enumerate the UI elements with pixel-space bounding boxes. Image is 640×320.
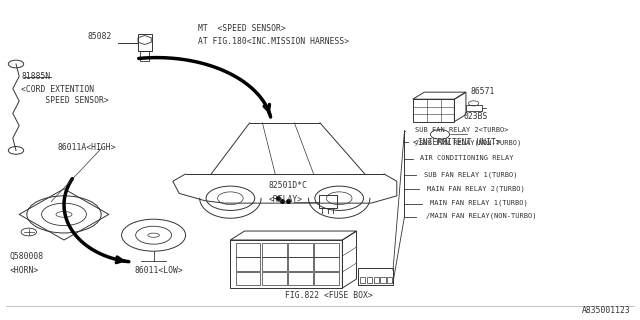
Bar	[236, 243, 260, 257]
Bar	[288, 257, 313, 271]
Bar	[288, 243, 313, 257]
Text: AT FIG.180<INC.MISSION HARNESS>: AT FIG.180<INC.MISSION HARNESS>	[198, 37, 349, 46]
Bar	[466, 105, 482, 111]
Bar	[236, 257, 260, 271]
Bar	[358, 268, 393, 285]
Text: SPEED SENSOR>: SPEED SENSOR>	[21, 96, 109, 105]
Bar	[314, 243, 339, 257]
Bar	[288, 272, 313, 285]
Bar	[138, 34, 152, 51]
Text: SUB FAN RELAY 2<TURBO>: SUB FAN RELAY 2<TURBO>	[415, 127, 508, 132]
Text: 81885N: 81885N	[21, 72, 51, 81]
Text: /SUB FAN RELAY(NON-TURBO): /SUB FAN RELAY(NON-TURBO)	[415, 139, 521, 146]
Text: FIG.822 <FUSE BOX>: FIG.822 <FUSE BOX>	[285, 292, 372, 300]
Bar	[262, 257, 287, 271]
Bar	[262, 272, 287, 285]
Bar	[319, 195, 337, 208]
Text: 85082: 85082	[88, 32, 112, 41]
Bar	[262, 243, 287, 257]
Bar	[314, 257, 339, 271]
Text: <CORD EXTENTION: <CORD EXTENTION	[21, 85, 94, 94]
Text: 82501D*C: 82501D*C	[269, 181, 308, 190]
Bar	[360, 276, 365, 283]
Text: /MAIN FAN RELAY(NON-TURBO): /MAIN FAN RELAY(NON-TURBO)	[426, 213, 536, 219]
Text: MAIN FAN RELAY 1(TURBO): MAIN FAN RELAY 1(TURBO)	[430, 200, 528, 206]
Text: SUB FAN RELAY 1(TURBO): SUB FAN RELAY 1(TURBO)	[424, 171, 518, 178]
Bar	[387, 276, 392, 283]
Text: <INTERMITENT UNIT>: <INTERMITENT UNIT>	[413, 138, 500, 147]
Text: 86571: 86571	[470, 87, 495, 96]
Text: Q580008: Q580008	[10, 252, 44, 260]
Bar	[374, 276, 379, 283]
Bar	[230, 240, 342, 288]
Text: <HORN>: <HORN>	[10, 266, 39, 275]
Text: <RELAY>: <RELAY>	[269, 196, 303, 204]
Bar	[314, 272, 339, 285]
Text: 86011<LOW>: 86011<LOW>	[134, 266, 183, 275]
Bar	[367, 276, 372, 283]
Text: A835001123: A835001123	[582, 306, 630, 315]
Text: MAIN FAN RELAY 2(TURBO): MAIN FAN RELAY 2(TURBO)	[427, 186, 525, 192]
Text: 86011A<HIGH>: 86011A<HIGH>	[58, 143, 116, 152]
Bar	[140, 51, 149, 61]
Bar	[380, 276, 385, 283]
Text: 023BS: 023BS	[464, 112, 488, 121]
Bar	[413, 99, 454, 122]
Bar	[236, 272, 260, 285]
Text: AIR CONDITIONING RELAY: AIR CONDITIONING RELAY	[420, 156, 514, 161]
Text: MT  <SPEED SENSOR>: MT <SPEED SENSOR>	[198, 24, 286, 33]
